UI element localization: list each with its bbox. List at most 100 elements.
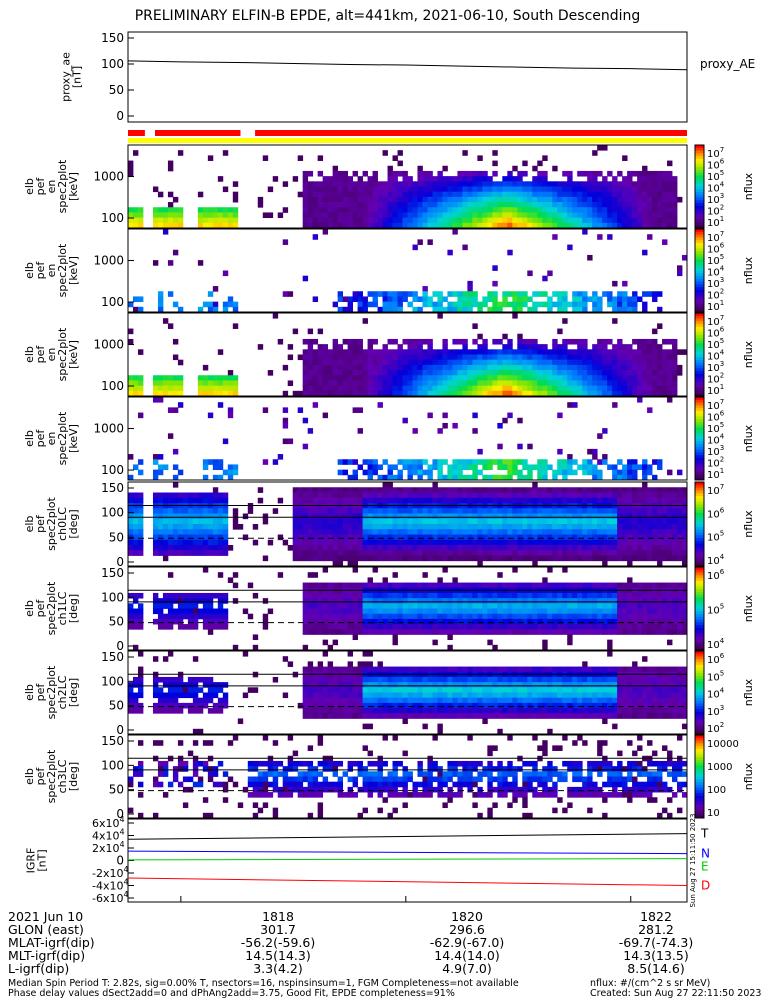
spectrogram-cell <box>332 390 339 397</box>
colorbar-step <box>695 382 704 386</box>
spectrogram-cell <box>172 212 179 219</box>
spectrogram-cell <box>162 708 169 714</box>
spectrogram-cell <box>257 202 264 208</box>
spectrogram-cell <box>672 338 678 345</box>
spectrogram-cell <box>377 534 383 541</box>
spectrogram-cell <box>612 380 618 387</box>
spectrogram-cell <box>497 492 503 499</box>
spectrogram-cell <box>367 613 373 620</box>
spectrogram-cell <box>647 513 653 520</box>
spectrogram-cell <box>552 291 558 297</box>
spectrogram-cell <box>627 518 633 525</box>
spectrogram-cell <box>407 629 413 635</box>
spectrogram-cell <box>482 518 488 525</box>
spectrogram-cell <box>427 624 433 630</box>
spectrogram-cell <box>672 508 678 514</box>
spectrogram-cell <box>472 364 478 371</box>
spectrogram-cell <box>137 624 144 630</box>
spectrogram-cell <box>577 598 583 604</box>
spectrogram-cell <box>407 181 413 187</box>
spectrogram-cell <box>212 529 219 535</box>
spectrogram-cell <box>642 212 648 219</box>
spectrogram-cell <box>207 624 214 630</box>
spectrogram-cell <box>497 191 503 198</box>
spectrogram-cell <box>177 524 184 530</box>
spectrogram-cell <box>417 239 423 245</box>
colorbar-step <box>695 229 704 233</box>
spectrogram-cell <box>207 550 214 556</box>
spectrogram-cell <box>462 592 468 599</box>
spectrogram-cell <box>137 375 144 381</box>
spectrogram-cell <box>222 524 229 530</box>
spectrogram-cell <box>267 186 274 193</box>
spectrogram-cell <box>582 212 588 219</box>
spectrogram-cell <box>557 349 563 355</box>
spectrogram-cell <box>322 545 329 551</box>
spectrogram-cell <box>397 186 403 193</box>
spectrogram-cell <box>667 217 673 224</box>
spectrogram-cell <box>612 624 618 630</box>
spectrogram-cell <box>467 301 473 308</box>
spectrogram-cell <box>392 301 398 308</box>
spectrogram-cell <box>437 207 443 213</box>
spectrogram-cell <box>667 518 673 525</box>
spectrogram-cell <box>537 364 543 371</box>
spectrogram-cell <box>667 338 673 345</box>
spectrogram-cell <box>407 603 413 609</box>
spectrogram-cell <box>202 513 209 520</box>
spectrogram-cell <box>537 176 543 182</box>
colorbar-step <box>695 410 704 415</box>
spectrogram-cell <box>302 212 309 219</box>
spectrogram-cell <box>557 524 563 530</box>
spectrogram-cell <box>222 390 229 397</box>
spectrogram-cell <box>312 402 319 408</box>
spectrogram-cell <box>232 390 239 397</box>
spectrogram-cell <box>197 191 204 198</box>
colorbar-tick-label: 106 <box>707 410 725 424</box>
spectrogram-cell <box>492 624 498 630</box>
panel-ylabel: pef <box>34 261 47 280</box>
spectrogram-cell <box>492 459 498 465</box>
spectrogram-cell <box>387 592 393 599</box>
spectrogram-cell <box>162 497 169 504</box>
spectrogram-cell <box>482 529 488 535</box>
spectrogram-cell <box>642 170 648 177</box>
spectrogram-cell <box>467 555 473 562</box>
colorbar-step <box>695 452 704 456</box>
spectrogram-cell <box>477 333 483 340</box>
spectrogram-cell <box>167 624 174 630</box>
spectrogram-cell <box>342 176 349 182</box>
spectrogram-cell <box>422 469 428 476</box>
spectrogram-cell <box>457 181 463 187</box>
spectrogram-cell <box>432 301 438 308</box>
spectrogram-cell <box>222 624 229 630</box>
spectrogram-cell <box>412 469 418 476</box>
spectrogram-cell <box>672 349 678 355</box>
spectrogram-cell <box>317 513 324 520</box>
spectrogram-cell <box>302 508 309 514</box>
spectrogram-cell <box>542 592 548 599</box>
spectrogram-cell <box>677 592 683 599</box>
spectrogram-cell <box>582 497 588 504</box>
spectrogram-cell <box>627 492 633 499</box>
spectrogram-cell <box>347 364 353 371</box>
spectrogram-cell <box>597 608 603 615</box>
spectrogram-cell <box>367 598 373 604</box>
spectrogram-cell <box>652 555 658 562</box>
spectrogram-cell <box>217 464 224 471</box>
colorbar-tick-label: 102 <box>707 372 724 386</box>
spectrogram-cell <box>397 301 403 308</box>
spectrogram-cell <box>357 296 363 303</box>
spectrogram-cell <box>427 375 433 381</box>
spectrogram-cell <box>407 364 413 371</box>
spectrogram-cell <box>337 176 344 182</box>
colorbar-step <box>695 340 704 344</box>
spectrogram-cell <box>667 508 673 514</box>
spectrogram-cell <box>482 464 488 471</box>
spectrogram-cell <box>647 370 653 376</box>
spectrogram-cell <box>587 207 593 213</box>
spectrogram-cell <box>372 338 378 345</box>
spectrogram-cell <box>477 176 483 182</box>
spectrogram-cell <box>477 186 483 193</box>
spectrogram-cell <box>167 260 174 266</box>
